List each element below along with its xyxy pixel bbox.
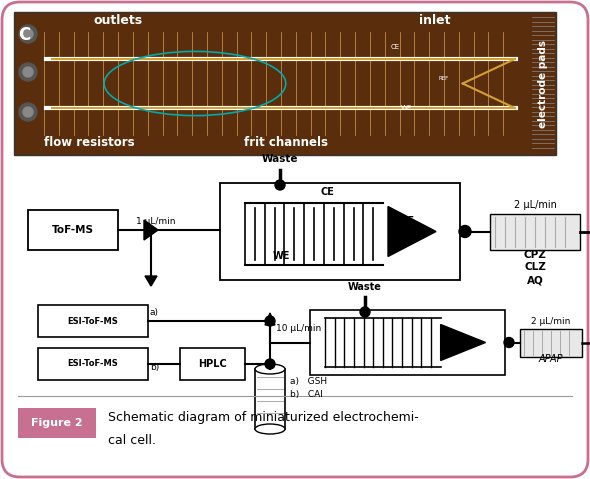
- Text: 2 μL/min: 2 μL/min: [513, 199, 556, 209]
- Circle shape: [19, 103, 37, 121]
- Ellipse shape: [255, 364, 285, 374]
- Bar: [42, 30, 520, 137]
- Circle shape: [459, 226, 471, 238]
- Bar: [490, 214, 580, 250]
- Text: WE: WE: [401, 105, 412, 111]
- Ellipse shape: [255, 424, 285, 434]
- Text: Figure 2: Figure 2: [31, 418, 83, 428]
- Text: HPLC: HPLC: [198, 359, 227, 369]
- Text: ToF-MS: ToF-MS: [52, 225, 94, 235]
- Circle shape: [275, 180, 285, 190]
- Text: ESI-ToF-MS: ESI-ToF-MS: [68, 360, 119, 368]
- Text: Waste: Waste: [348, 282, 382, 292]
- Circle shape: [19, 25, 37, 43]
- Text: flow resistors: flow resistors: [44, 136, 135, 149]
- Polygon shape: [441, 324, 486, 361]
- Text: CPZ: CPZ: [523, 250, 546, 260]
- Bar: [38, 305, 148, 337]
- Text: a)   GSH: a) GSH: [290, 377, 327, 386]
- Circle shape: [23, 29, 33, 39]
- Bar: [220, 183, 460, 280]
- Circle shape: [504, 338, 514, 347]
- Bar: [18, 408, 96, 438]
- Circle shape: [265, 316, 275, 326]
- Text: frit channels: frit channels: [244, 136, 328, 149]
- Polygon shape: [388, 206, 436, 256]
- Circle shape: [265, 359, 275, 369]
- Polygon shape: [265, 313, 275, 325]
- Text: Waste: Waste: [262, 154, 299, 164]
- Bar: [520, 329, 582, 356]
- Circle shape: [23, 107, 33, 117]
- Text: 1 μL/min: 1 μL/min: [136, 217, 175, 226]
- Text: WE: WE: [273, 251, 290, 261]
- Text: CLZ: CLZ: [524, 262, 546, 273]
- Bar: [38, 348, 148, 380]
- Text: APAP: APAP: [539, 354, 563, 364]
- Circle shape: [19, 63, 37, 81]
- Text: 10 μL/min: 10 μL/min: [276, 324, 321, 333]
- Text: CE: CE: [321, 187, 335, 197]
- Circle shape: [23, 67, 33, 77]
- Text: b): b): [150, 363, 159, 372]
- Text: RE: RE: [400, 216, 414, 226]
- Text: CE: CE: [391, 44, 400, 50]
- Text: electrode pads: electrode pads: [538, 39, 548, 127]
- Text: Schematic diagram of miniaturized electrochemi-: Schematic diagram of miniaturized electr…: [108, 411, 419, 424]
- Text: C: C: [18, 26, 30, 44]
- Text: REF: REF: [439, 76, 449, 81]
- Bar: [255, 369, 285, 429]
- Bar: [14, 12, 556, 155]
- Text: ESI-ToF-MS: ESI-ToF-MS: [68, 317, 119, 326]
- Bar: [180, 348, 245, 380]
- Polygon shape: [144, 220, 158, 240]
- Bar: [28, 210, 118, 250]
- Text: a): a): [150, 308, 159, 317]
- Text: outlets: outlets: [94, 14, 143, 27]
- Text: AQ: AQ: [527, 275, 543, 285]
- Text: 2 μL/min: 2 μL/min: [532, 317, 571, 326]
- Text: cal cell.: cal cell.: [108, 433, 156, 446]
- Text: b)   CAI: b) CAI: [290, 390, 323, 399]
- Bar: [310, 310, 505, 375]
- Polygon shape: [145, 276, 157, 286]
- Circle shape: [360, 307, 370, 317]
- Text: inlet: inlet: [418, 14, 450, 27]
